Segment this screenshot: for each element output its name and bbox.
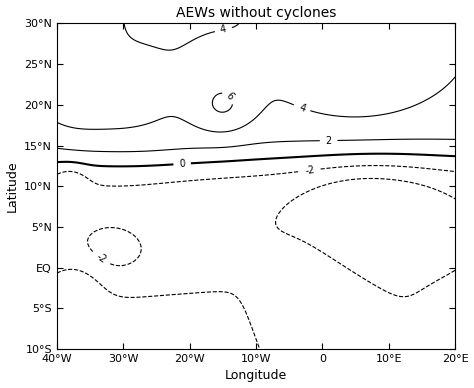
Text: -2: -2: [94, 251, 108, 265]
Y-axis label: Latitude: Latitude: [6, 161, 18, 212]
Text: 0: 0: [179, 159, 185, 169]
Text: -2: -2: [305, 165, 315, 176]
Text: 4: 4: [219, 24, 228, 35]
Text: 4: 4: [298, 102, 307, 114]
Title: AEWs without cyclones: AEWs without cyclones: [176, 5, 336, 19]
Text: 6: 6: [224, 91, 236, 102]
Text: 2: 2: [326, 135, 332, 146]
X-axis label: Longitude: Longitude: [225, 369, 287, 383]
